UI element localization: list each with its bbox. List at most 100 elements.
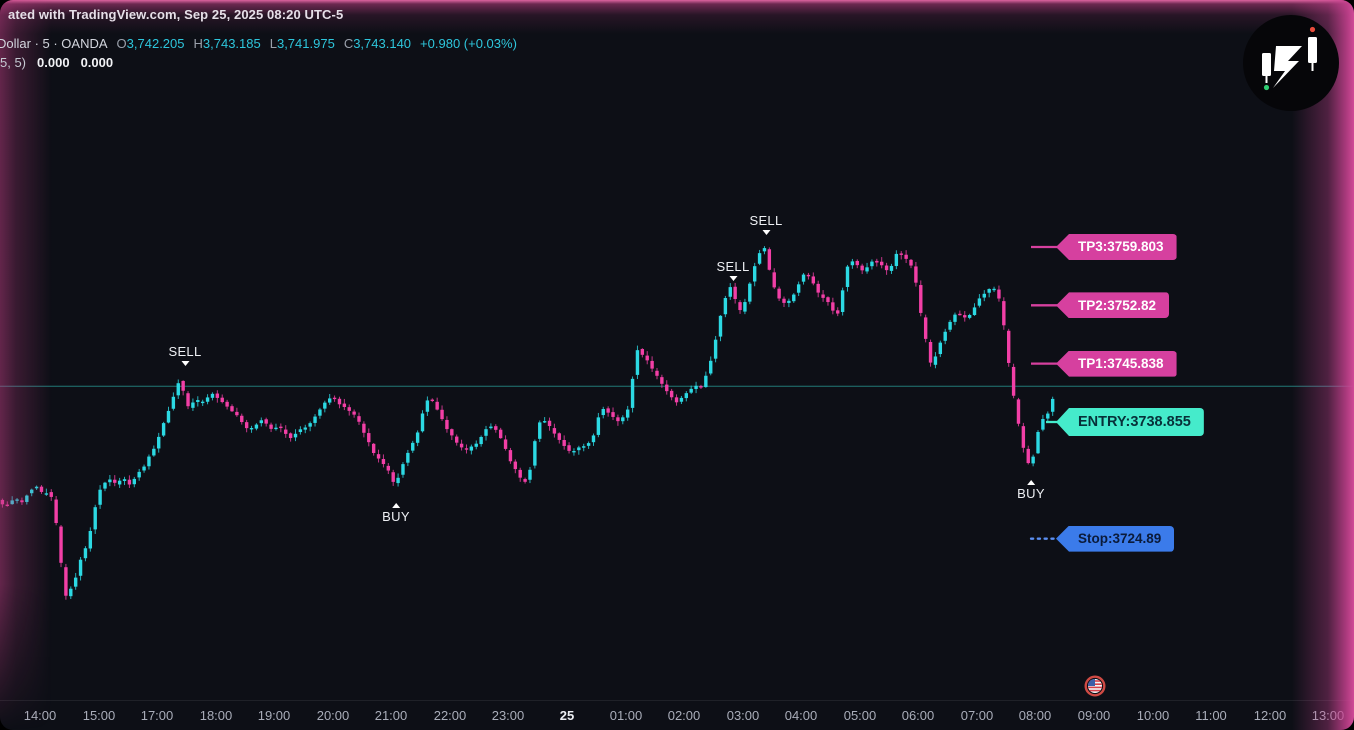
candle — [738, 302, 742, 311]
candle — [821, 294, 825, 298]
time-axis-label: 03:00 — [726, 708, 760, 723]
candle — [1041, 419, 1045, 430]
candle — [127, 479, 132, 485]
candle — [337, 398, 342, 405]
candle — [264, 419, 268, 424]
candle — [762, 248, 767, 252]
candle — [73, 577, 78, 587]
candle — [445, 419, 449, 430]
candle — [20, 500, 24, 503]
candle — [767, 249, 772, 270]
price-level-tag-tp2[interactable]: TP2:3752.82 — [1056, 292, 1170, 319]
time-axis[interactable]: 14:00 15:00 17:00 18:00 19:00 20:00 21:00 22:00… — [0, 700, 1354, 730]
signal-sell-label: SELL — [716, 259, 749, 282]
price-level-tag-tp1[interactable]: TP1:3745.838 — [1056, 350, 1177, 377]
economic-event-flag-icon[interactable] — [1084, 675, 1106, 697]
candle — [1002, 301, 1006, 326]
candle — [279, 426, 283, 429]
candle — [606, 408, 610, 413]
price-level-tag-tp3[interactable]: TP3:3759.803 — [1056, 233, 1177, 260]
candle — [850, 261, 855, 266]
candle — [362, 423, 366, 433]
candle — [997, 289, 1001, 299]
candle — [455, 436, 459, 443]
candle — [977, 298, 982, 306]
candle — [176, 383, 180, 396]
candle — [1050, 398, 1055, 412]
time-axis-separator — [0, 700, 1354, 701]
candle — [117, 480, 122, 485]
candle — [577, 447, 581, 451]
brand-logo-icon — [1243, 15, 1339, 111]
indicator-row: 5, 5) 0.000 0.000 — [0, 55, 517, 70]
candle — [352, 411, 356, 415]
time-axis-label: 11:00 — [1195, 708, 1227, 723]
candle — [552, 428, 557, 434]
candle — [1026, 448, 1030, 464]
candle — [982, 293, 986, 298]
price-level-tag-stop[interactable]: Stop:3724.89 — [1056, 525, 1175, 552]
candle — [919, 285, 923, 313]
signal-buy-label: BUY — [1017, 479, 1045, 502]
candle — [254, 424, 259, 429]
candle — [386, 465, 391, 471]
candle — [411, 442, 415, 451]
candle — [498, 429, 503, 439]
candle — [303, 427, 307, 430]
candle — [933, 356, 938, 365]
candle — [948, 321, 952, 330]
candle — [967, 314, 972, 318]
candle — [425, 400, 430, 412]
candle — [880, 261, 884, 266]
candle — [15, 499, 19, 501]
time-axis-label: 06:00 — [901, 708, 935, 723]
candle — [718, 315, 723, 337]
ohlc-close: C3,743.140 — [343, 36, 412, 51]
time-axis-label: 02:00 — [667, 708, 701, 723]
time-axis-label: 12:00 — [1253, 708, 1287, 723]
candle — [723, 298, 728, 315]
candle — [157, 436, 161, 449]
candle — [611, 412, 615, 417]
price-change: +0.980 (+0.03%) — [420, 36, 517, 51]
time-axis-label: 21:00 — [374, 708, 408, 723]
candle — [308, 423, 312, 427]
signal-sell-label: SELL — [749, 213, 782, 236]
candle — [684, 393, 688, 399]
candle — [34, 486, 39, 489]
candle — [288, 433, 293, 439]
candle — [342, 403, 347, 407]
candle — [567, 445, 571, 451]
candle — [665, 384, 669, 392]
candle — [396, 477, 400, 484]
time-axis-label: 25 — [559, 708, 575, 723]
candle — [894, 253, 899, 267]
candle — [161, 423, 166, 436]
candle — [704, 375, 708, 388]
candle — [83, 548, 88, 559]
symbol-title[interactable]: Dollar · 5 · OANDA — [0, 36, 108, 51]
candle — [298, 429, 303, 433]
candle — [215, 393, 220, 398]
candle — [601, 409, 605, 416]
candle — [938, 342, 943, 355]
candle — [435, 401, 439, 410]
candle — [963, 315, 967, 318]
candle — [621, 417, 625, 422]
candle — [49, 492, 53, 497]
candle — [777, 288, 781, 299]
candle — [1021, 426, 1026, 448]
candle — [44, 493, 49, 495]
candle — [381, 459, 386, 465]
price-level-tag-entry[interactable]: ENTRY:3738.855 — [1056, 408, 1204, 436]
candle — [459, 443, 464, 448]
candle — [113, 479, 117, 483]
candle — [796, 284, 801, 293]
candle — [1031, 456, 1035, 464]
candle — [987, 289, 991, 293]
indicator-value-2: 0.000 — [80, 55, 114, 70]
candle — [484, 429, 488, 436]
ohlc-low: L3,741.975 — [269, 36, 335, 51]
